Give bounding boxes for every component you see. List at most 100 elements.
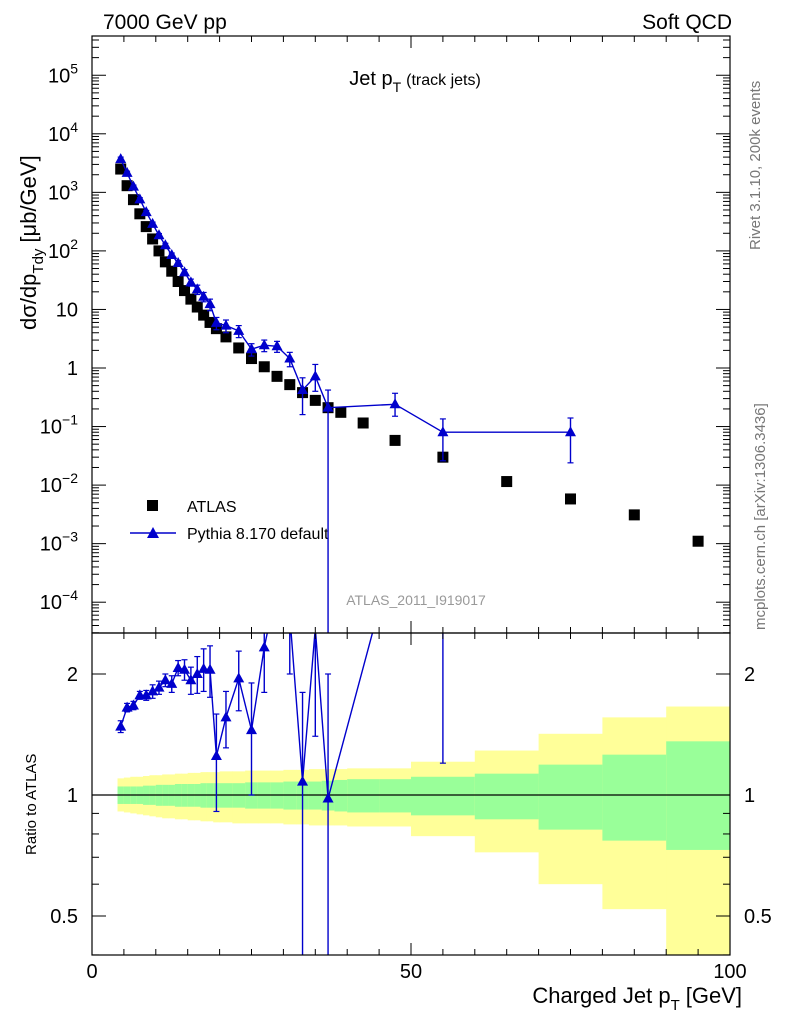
- y-tick-label: 10−4: [40, 587, 78, 614]
- atlas-point: [271, 370, 283, 382]
- ratio-pythia-point: [115, 720, 127, 731]
- atlas-point: [121, 180, 133, 192]
- pythia-point: [389, 398, 401, 409]
- pythia-point: [172, 257, 184, 268]
- ratio-band-green: [347, 779, 380, 813]
- y-tick-label: 105: [48, 60, 78, 87]
- atlas-point: [335, 406, 347, 418]
- atlas-point: [140, 221, 152, 233]
- y-tick-label: 104: [48, 119, 78, 146]
- y-tick-label: 1: [67, 358, 78, 380]
- ratio-pythia-point: [272, 581, 283, 591]
- y-axis-label-units: [μb/GeV]: [16, 155, 41, 242]
- main-data: [115, 153, 704, 633]
- atlas-point: [153, 245, 165, 257]
- ratio-pythia-point: [220, 711, 232, 722]
- atlas-point: [147, 233, 159, 245]
- y-tick-exp: 5: [70, 60, 78, 76]
- ratio-y-tick-label-right: 0.5: [744, 906, 772, 928]
- ratio-y-tick-label-right: 2: [744, 664, 755, 686]
- pythia-point: [185, 276, 197, 287]
- pythia-point: [297, 384, 309, 395]
- y-tick-exp: −4: [62, 587, 78, 603]
- y-tick-label: 10: [56, 299, 78, 321]
- ratio-pythia-line: [120, 633, 374, 799]
- legend-pythia-marker: [147, 527, 159, 538]
- ratio-data: [115, 331, 576, 955]
- pythia-point: [204, 298, 216, 309]
- ratio-pythia-point: [185, 674, 197, 685]
- y-tick-label: 10−3: [40, 529, 78, 556]
- ratio-pythia-point: [204, 663, 216, 674]
- y-tick-base: 10: [48, 241, 70, 263]
- atlas-point: [565, 493, 576, 505]
- y-tick-label: 103: [48, 177, 78, 204]
- atlas-point: [309, 394, 321, 406]
- pythia-point: [233, 324, 245, 335]
- y-tick-base: 10: [40, 417, 62, 439]
- energy-label: 7000 GeV pp: [103, 11, 227, 34]
- x-tick-label: 50: [400, 961, 422, 983]
- y-tick-label: 10−1: [40, 412, 78, 439]
- ratio-pythia-point: [297, 775, 309, 786]
- atlas-point: [159, 256, 171, 268]
- pythia-point: [198, 290, 210, 301]
- plot-title-main: Jet p: [349, 68, 392, 90]
- ratio-pythia-point: [565, 331, 576, 341]
- ratio-pythia-point: [140, 689, 152, 700]
- ratio-band-green: [379, 779, 412, 813]
- y-tick-exp: 4: [70, 119, 78, 135]
- ratio-pythia-point: [179, 663, 191, 674]
- y-tick-base: 10: [40, 475, 62, 497]
- legend-pythia-label: Pythia 8.170 default: [187, 526, 329, 543]
- process-label: Soft QCD: [642, 11, 732, 34]
- y-tick-base: 10: [40, 534, 62, 556]
- ratio-pythia-point: [246, 724, 257, 735]
- pythia-point: [284, 352, 296, 363]
- pythia-point: [437, 426, 449, 437]
- mcplots-label: mcplots.cern.ch [arXiv:1306.3436]: [752, 403, 769, 630]
- atlas-point: [191, 301, 203, 313]
- ratio-band-green: [411, 776, 476, 816]
- y-tick-label: 10−2: [40, 470, 78, 497]
- x-tick-label: 100: [713, 961, 746, 983]
- ratio-y-tick-label: 2: [67, 664, 78, 686]
- pythia-point: [309, 370, 321, 381]
- y-axis-label-main: dσ/dp: [16, 274, 41, 330]
- y-tick-base: 10: [48, 182, 70, 204]
- atlas-point: [389, 434, 401, 446]
- y-tick-exp: 3: [70, 177, 78, 193]
- ratio-pythia-point: [191, 668, 203, 678]
- pythia-point: [127, 180, 139, 191]
- atlas-point: [284, 379, 296, 391]
- atlas-point: [357, 417, 369, 429]
- atlas-point: [204, 316, 216, 328]
- y-axis-label-sub: Tdy: [30, 248, 47, 274]
- atlas-point: [127, 194, 139, 206]
- legend-atlas-marker: [147, 500, 158, 511]
- ratio-band-green: [538, 764, 603, 830]
- ratio-band-green: [334, 779, 348, 812]
- atlas-point: [258, 361, 270, 373]
- ratio-pythia-point: [322, 792, 334, 803]
- atlas-point: [172, 276, 184, 288]
- y-tick-exp: 2: [70, 236, 78, 252]
- ratio-pythia-point: [390, 543, 401, 553]
- ratio-bands: [117, 706, 730, 955]
- pythia-point: [271, 340, 283, 351]
- pythia-point: [210, 316, 222, 327]
- atlas-point: [185, 293, 197, 305]
- x-tick-label: 0: [86, 961, 97, 983]
- ratio-pythia-point: [127, 699, 139, 710]
- y-axis-label: dσ/dpTdy [μb/GeV]: [16, 155, 47, 330]
- atlas-point: [501, 476, 513, 488]
- pythia-point: [147, 217, 159, 228]
- atlas-point: [198, 309, 210, 321]
- atlas-point: [134, 208, 146, 220]
- pythia-point: [121, 166, 133, 177]
- pythia-point: [166, 249, 178, 260]
- pythia-point: [159, 239, 171, 250]
- ratio-pythia-point: [153, 681, 165, 692]
- plot-title: Jet pT (track jets): [349, 68, 481, 95]
